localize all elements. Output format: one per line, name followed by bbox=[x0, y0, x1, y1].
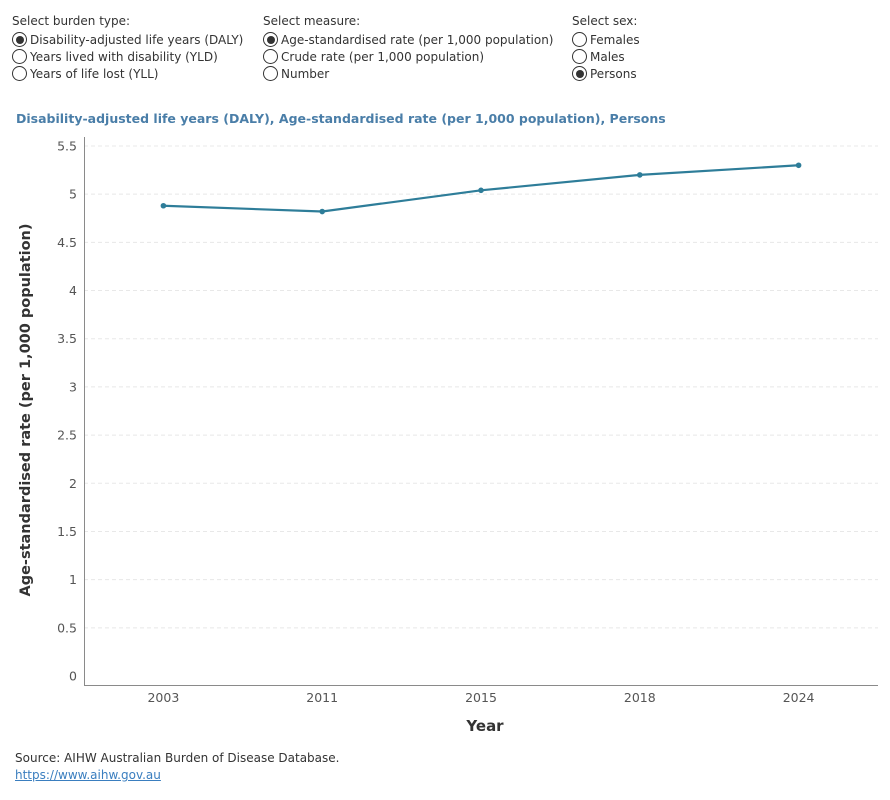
y-tick-label: 1.5 bbox=[57, 524, 77, 539]
y-tick-label: 0.5 bbox=[57, 620, 77, 635]
y-tick-labels: 0 0.5 1 1.5 2 2.5 3 3.5 4 4.5 5 5.5 bbox=[57, 139, 77, 684]
burden-type-title: Select burden type: bbox=[12, 14, 131, 28]
burden-option-label: Disability-adjusted life years (DALY) bbox=[30, 32, 244, 47]
y-axis-label: Age-standardised rate (per 1,000 populat… bbox=[18, 224, 34, 597]
radio-icon[interactable] bbox=[12, 32, 27, 47]
measure-option-age-standardised[interactable]: Age-standardised rate (per 1,000 populat… bbox=[263, 31, 554, 48]
burden-option-yll[interactable]: Years of life lost (YLL) bbox=[12, 65, 243, 82]
sex-option-label: Males bbox=[590, 49, 625, 64]
measure-filter: Select measure: Age-standardised rate (p… bbox=[263, 14, 554, 82]
x-tick-label: 2024 bbox=[783, 690, 815, 705]
radio-icon[interactable] bbox=[572, 49, 587, 64]
measure-option-label: Crude rate (per 1,000 population) bbox=[281, 49, 485, 64]
y-tick-label: 4 bbox=[69, 283, 77, 298]
data-point[interactable] bbox=[160, 202, 167, 209]
sex-option-label: Persons bbox=[590, 66, 637, 81]
y-tick-label: 1 bbox=[69, 572, 77, 587]
burden-option-label: Years of life lost (YLL) bbox=[30, 66, 159, 81]
radio-icon[interactable] bbox=[263, 66, 278, 81]
burden-type-filter: Select burden type: Disability-adjusted … bbox=[12, 14, 243, 82]
grid-lines bbox=[84, 145, 878, 629]
chart-title: Disability-adjusted life years (DALY), A… bbox=[16, 111, 666, 126]
x-tick-label: 2018 bbox=[624, 690, 656, 705]
radio-icon[interactable] bbox=[263, 49, 278, 64]
measure-option-label: Number bbox=[281, 66, 330, 81]
sex-filter: Select sex: Females Males Persons bbox=[572, 14, 640, 82]
y-tick-label: 4.5 bbox=[57, 235, 77, 250]
y-tick-label: 3 bbox=[69, 379, 77, 394]
radio-icon[interactable] bbox=[12, 49, 27, 64]
line-chart: 0 0.5 1 1.5 2 2.5 3 3.5 4 4.5 5 5.5 2003 2011 2015 201… bbox=[18, 137, 878, 735]
data-point[interactable] bbox=[319, 208, 326, 215]
measure-option-number[interactable]: Number bbox=[263, 65, 554, 82]
y-tick-label: 3.5 bbox=[57, 331, 77, 346]
radio-icon[interactable] bbox=[572, 32, 587, 47]
sex-option-persons[interactable]: Persons bbox=[572, 65, 640, 82]
burden-option-label: Years lived with disability (YLD) bbox=[30, 49, 218, 64]
source-link[interactable]: https://www.aihw.gov.au bbox=[15, 768, 161, 782]
x-axis-label: Year bbox=[465, 717, 504, 735]
burden-option-daly[interactable]: Disability-adjusted life years (DALY) bbox=[12, 31, 243, 48]
radio-icon[interactable] bbox=[263, 32, 278, 47]
x-tick-labels: 2003 2011 2015 2018 2024 bbox=[147, 690, 814, 705]
series-persons bbox=[160, 162, 802, 215]
burden-option-yld[interactable]: Years lived with disability (YLD) bbox=[12, 48, 243, 65]
x-tick-label: 2011 bbox=[306, 690, 338, 705]
y-tick-label: 2 bbox=[69, 476, 77, 491]
sex-option-label: Females bbox=[590, 32, 640, 47]
data-point[interactable] bbox=[478, 187, 484, 194]
radio-icon[interactable] bbox=[12, 66, 27, 81]
x-tick-label: 2003 bbox=[147, 690, 179, 705]
y-tick-label: 2.5 bbox=[57, 428, 77, 443]
axes bbox=[84, 137, 878, 686]
x-tick-label: 2015 bbox=[465, 690, 497, 705]
sex-title: Select sex: bbox=[572, 14, 638, 28]
measure-option-crude[interactable]: Crude rate (per 1,000 population) bbox=[263, 48, 554, 65]
y-tick-label: 5 bbox=[69, 187, 77, 202]
y-tick-label: 0 bbox=[69, 669, 77, 684]
source-note: Source: AIHW Australian Burden of Diseas… bbox=[15, 751, 340, 765]
sex-option-females[interactable]: Females bbox=[572, 31, 640, 48]
data-point[interactable] bbox=[795, 162, 802, 169]
y-tick-label: 5.5 bbox=[57, 139, 77, 154]
sex-option-males[interactable]: Males bbox=[572, 48, 640, 65]
measure-title: Select measure: bbox=[263, 14, 361, 28]
measure-option-label: Age-standardised rate (per 1,000 populat… bbox=[281, 32, 554, 47]
data-point[interactable] bbox=[637, 172, 643, 178]
radio-icon[interactable] bbox=[572, 66, 587, 81]
